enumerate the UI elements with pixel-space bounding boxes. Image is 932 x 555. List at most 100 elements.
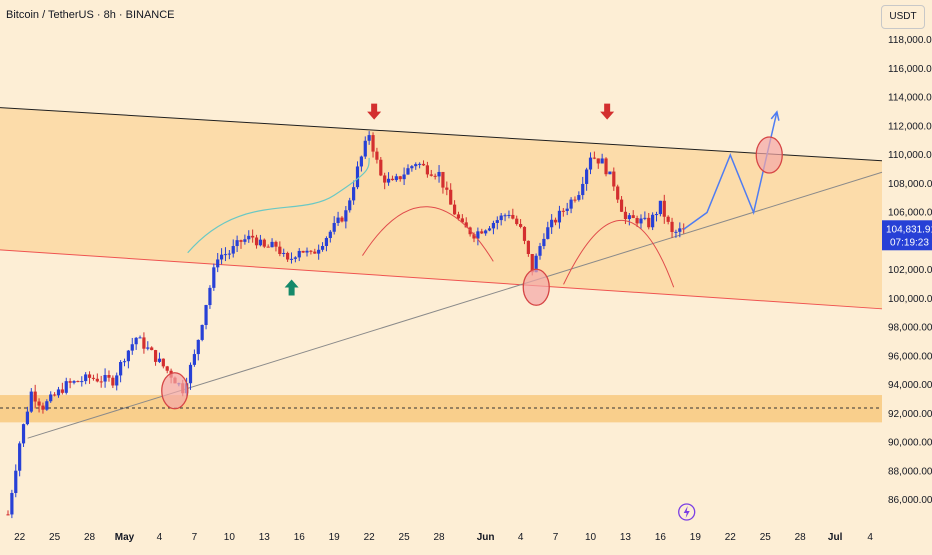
candle[interactable] [142,337,146,349]
candle[interactable] [336,217,340,223]
candle[interactable] [588,157,593,170]
candle[interactable] [332,222,336,232]
candle[interactable] [258,239,263,246]
candle[interactable] [619,199,624,212]
candle[interactable] [666,216,670,222]
candle[interactable] [631,215,635,219]
candle[interactable] [515,218,519,225]
candle[interactable] [647,217,651,228]
candle[interactable] [526,240,530,254]
candle[interactable] [60,389,64,393]
candle[interactable] [95,378,99,382]
highlight-circle[interactable] [755,136,783,174]
candle[interactable] [161,358,165,367]
candle[interactable] [585,169,589,184]
candle[interactable] [654,214,659,216]
candle[interactable] [293,257,297,259]
lower-channel-line[interactable] [0,249,883,310]
resistance-line[interactable] [0,107,883,162]
candle[interactable] [157,358,162,362]
candle[interactable] [573,199,577,201]
candle[interactable] [491,222,496,229]
candle[interactable] [188,364,193,384]
candle[interactable] [522,226,527,241]
candle[interactable] [379,159,383,176]
candle[interactable] [223,254,228,256]
candle[interactable] [375,151,379,160]
candle[interactable] [441,171,445,188]
candle[interactable] [390,178,395,181]
candle[interactable] [305,250,309,253]
candle[interactable] [219,254,224,260]
candle[interactable] [371,135,375,152]
candle[interactable] [352,187,356,201]
candle[interactable] [33,391,37,402]
candle[interactable] [425,165,429,175]
candle[interactable] [130,344,134,351]
candle[interactable] [68,381,72,383]
candle[interactable] [616,186,620,200]
candle[interactable] [542,238,546,247]
candle[interactable] [153,350,158,362]
candle[interactable] [452,204,457,215]
candle[interactable] [80,381,84,383]
candle[interactable] [643,217,647,219]
candle[interactable] [239,240,243,242]
candle[interactable] [91,377,96,379]
candle[interactable] [495,220,499,223]
candle[interactable] [445,187,449,190]
candle[interactable] [72,381,76,383]
candle[interactable] [21,424,26,444]
candle[interactable] [678,228,682,232]
candle[interactable] [662,200,666,217]
candle[interactable] [254,237,259,246]
candle[interactable] [49,394,53,402]
currency-button[interactable]: USDT [881,5,925,29]
candle[interactable] [670,221,674,233]
candle[interactable] [608,171,612,175]
candle[interactable] [674,231,678,233]
candle[interactable] [64,381,68,393]
candle[interactable] [553,219,558,223]
candle[interactable] [313,251,317,254]
candle[interactable] [406,168,410,175]
candle[interactable] [546,227,550,239]
candle[interactable] [204,305,208,325]
candle[interactable] [247,235,251,240]
candle[interactable] [270,241,274,248]
candle[interactable] [429,174,433,176]
candle[interactable] [581,183,585,196]
candle[interactable] [165,366,169,371]
candle[interactable] [6,514,10,516]
candle[interactable] [76,381,80,383]
candle[interactable] [487,228,492,231]
candle[interactable] [122,361,127,363]
candle[interactable] [565,208,569,211]
candle[interactable] [320,245,325,250]
candle[interactable] [623,211,628,220]
candle[interactable] [25,411,30,425]
candle[interactable] [41,405,45,410]
candle[interactable] [658,200,662,215]
candle[interactable] [561,210,565,212]
candle[interactable] [421,163,426,166]
candle[interactable] [126,350,130,362]
candle[interactable] [278,246,282,255]
candle[interactable] [227,253,231,255]
candle[interactable] [600,158,604,164]
candle[interactable] [507,214,511,216]
candle[interactable] [328,231,332,239]
candle[interactable] [340,217,344,222]
candle[interactable] [557,210,562,223]
candle[interactable] [274,241,278,247]
candle[interactable] [138,337,142,339]
last-price-label[interactable] [882,220,932,251]
candle[interactable] [394,176,398,181]
candle[interactable] [282,252,286,255]
candle[interactable] [243,239,247,242]
candle[interactable] [134,337,138,345]
candle[interactable] [530,253,534,273]
candle[interactable] [99,381,103,383]
candle[interactable] [208,287,212,306]
